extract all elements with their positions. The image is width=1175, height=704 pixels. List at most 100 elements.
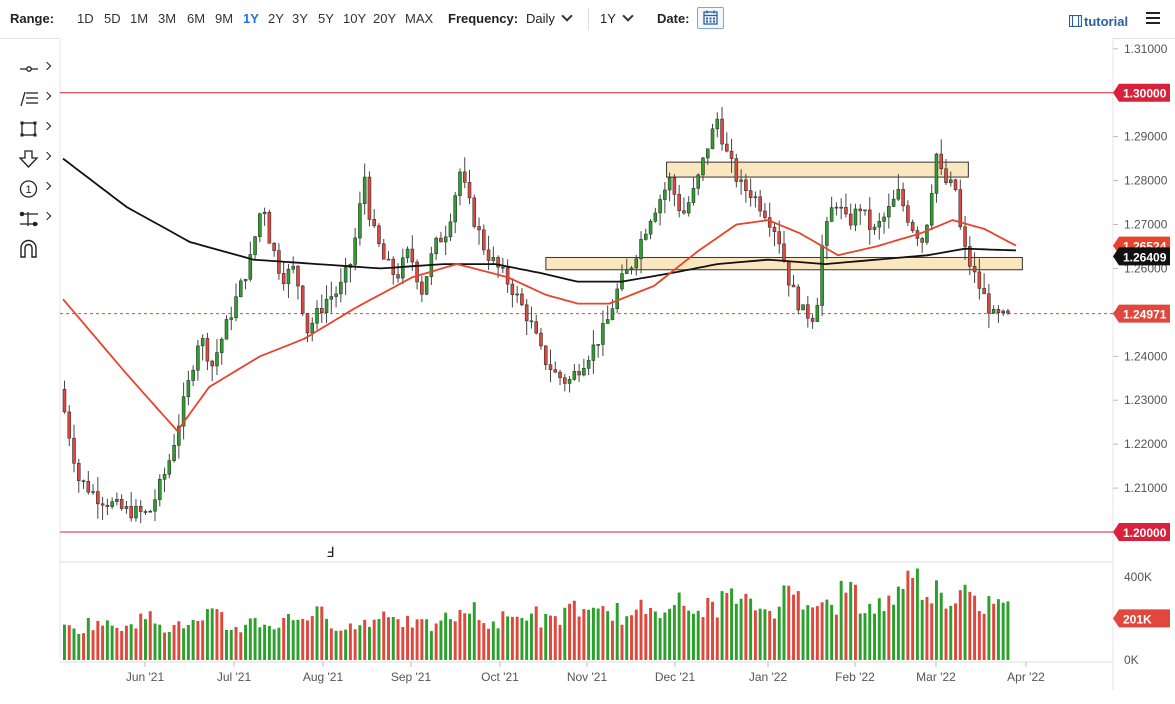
hamburger-menu-icon[interactable]	[1146, 12, 1160, 24]
candle	[367, 171, 372, 227]
volume-bar	[549, 615, 552, 660]
volume-bar	[968, 591, 972, 660]
volume-bar	[763, 609, 767, 660]
volume-bar	[982, 613, 986, 660]
arrow-down-tool-icon[interactable]	[18, 149, 56, 169]
volume-bar	[225, 629, 228, 660]
range-button-5y[interactable]: 5Y	[318, 11, 334, 26]
number-marker-icon[interactable]: 1	[18, 179, 56, 199]
range-button-9m[interactable]: 9M	[215, 11, 234, 26]
rectangle-tool-icon[interactable]	[18, 119, 56, 139]
volume-bar	[582, 608, 586, 660]
ma200-flag-label: 1.26409	[1123, 250, 1167, 264]
volume-bar	[796, 591, 800, 660]
volume-tick-label: 400K	[1124, 570, 1152, 584]
volume-bar	[777, 606, 781, 660]
volume-bar	[410, 627, 414, 660]
candle	[772, 223, 777, 247]
range-button-5d[interactable]: 5D	[104, 11, 121, 26]
candle	[248, 241, 253, 282]
volume-bar	[282, 617, 286, 660]
measure-tool-icon[interactable]	[18, 209, 56, 229]
volume-bar	[277, 627, 281, 660]
volume-bar	[91, 630, 95, 660]
candle	[458, 168, 462, 206]
film-icon	[1068, 14, 1083, 28]
candle	[262, 207, 267, 226]
consolidation-zones	[545, 161, 1023, 271]
frequency-select[interactable]: Daily	[526, 10, 573, 26]
volume-bar	[453, 621, 457, 660]
volume-bar	[468, 613, 471, 660]
candle	[991, 305, 996, 314]
range-button-3m[interactable]: 3M	[158, 11, 177, 26]
consolidation-zone[interactable]	[666, 161, 969, 178]
toolbar-divider	[588, 8, 589, 30]
candle	[143, 509, 148, 516]
range-button-1d[interactable]: 1D	[77, 11, 94, 26]
candle	[386, 251, 391, 261]
candle	[553, 361, 558, 373]
volume-bar	[358, 625, 362, 660]
volume-bar	[911, 577, 915, 660]
volume-bar	[253, 618, 257, 660]
candle	[615, 283, 619, 314]
candle	[148, 509, 153, 513]
range-button-10y[interactable]: 10Y	[343, 11, 367, 26]
candle	[477, 217, 481, 245]
volume-bar	[734, 603, 738, 660]
candle	[758, 189, 762, 217]
candle	[362, 163, 367, 215]
volume-bar	[272, 629, 276, 660]
event-marker-icon[interactable]: Ⅎ	[326, 545, 334, 561]
volume-bar	[510, 616, 514, 660]
candle	[844, 193, 848, 218]
line-tool-icon[interactable]	[18, 59, 56, 79]
volume-bar	[949, 605, 953, 660]
candle	[124, 501, 129, 514]
volume-bar	[863, 613, 867, 660]
range-button-20y[interactable]: 20Y	[373, 11, 397, 26]
candle	[115, 492, 119, 506]
volume-bar	[639, 599, 643, 660]
candle	[1001, 309, 1005, 316]
candle	[586, 355, 591, 375]
volume-bar	[306, 620, 309, 660]
candle	[710, 123, 715, 150]
frequency-value: Daily	[526, 11, 555, 26]
range-button-6m[interactable]: 6M	[187, 11, 206, 26]
volume-bar	[715, 617, 719, 660]
candle	[439, 232, 443, 243]
volume-bar	[987, 596, 991, 660]
volume-bar	[229, 629, 233, 660]
magnet-icon[interactable]	[18, 239, 56, 259]
volume-bar	[606, 611, 610, 660]
volume-bar	[501, 611, 505, 660]
volume-bar	[706, 597, 710, 660]
candle	[906, 200, 910, 227]
range-button-1y[interactable]: 1Y	[243, 11, 259, 26]
candle	[515, 285, 519, 303]
fibonacci-tool-icon[interactable]	[18, 89, 56, 109]
range-label: Range:	[10, 11, 55, 26]
candle	[682, 197, 686, 215]
candle	[1006, 308, 1010, 315]
candle	[877, 212, 882, 240]
volume-bar	[596, 608, 600, 660]
candle	[210, 359, 214, 382]
volume-bar	[725, 592, 729, 660]
tutorial-link[interactable]: tutorial	[1068, 14, 1128, 29]
range-button-3y[interactable]: 3Y	[292, 11, 308, 26]
date-picker-button[interactable]	[697, 7, 724, 29]
volume-bar	[844, 592, 848, 660]
candle	[520, 288, 524, 307]
candle	[448, 213, 453, 242]
range-button-1m[interactable]: 1M	[130, 11, 149, 26]
range-button-max[interactable]: MAX	[405, 11, 434, 26]
volume-bar	[148, 611, 152, 660]
range-button-2y[interactable]: 2Y	[268, 11, 284, 26]
price-chart[interactable]: 1.310001.300001.290001.280001.270001.260…	[0, 38, 1175, 704]
candle	[567, 376, 572, 393]
candle	[405, 246, 410, 264]
period-select[interactable]: 1Y	[600, 10, 634, 26]
